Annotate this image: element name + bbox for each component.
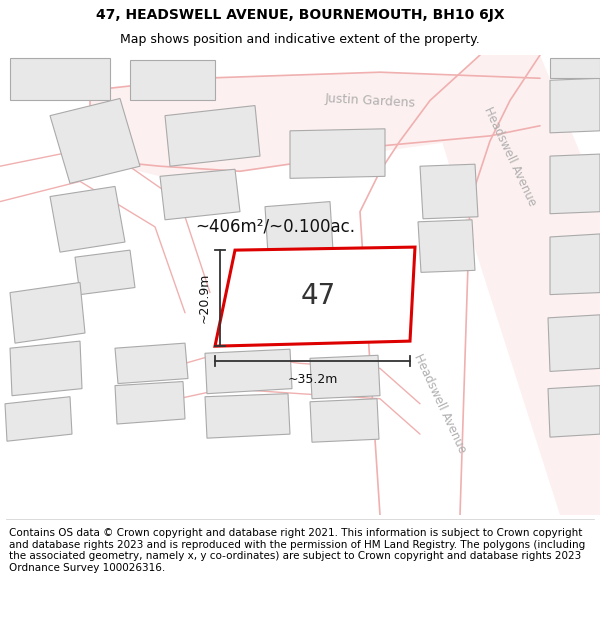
Polygon shape	[310, 399, 379, 442]
Polygon shape	[550, 154, 600, 214]
Polygon shape	[160, 169, 240, 220]
Polygon shape	[550, 58, 600, 78]
Polygon shape	[115, 343, 188, 384]
Polygon shape	[165, 106, 260, 166]
Text: Justin Gardens: Justin Gardens	[325, 92, 416, 109]
Polygon shape	[5, 397, 72, 441]
Polygon shape	[205, 349, 292, 394]
Polygon shape	[130, 60, 215, 101]
Polygon shape	[265, 202, 333, 254]
Text: Map shows position and indicative extent of the property.: Map shows position and indicative extent…	[120, 33, 480, 46]
Polygon shape	[430, 55, 600, 515]
Polygon shape	[50, 99, 140, 183]
Polygon shape	[550, 234, 600, 294]
Text: ~20.9m: ~20.9m	[198, 273, 211, 323]
Polygon shape	[260, 252, 328, 308]
Polygon shape	[550, 78, 600, 133]
Polygon shape	[50, 186, 125, 252]
Polygon shape	[290, 129, 385, 178]
Text: ~406m²/~0.100ac.: ~406m²/~0.100ac.	[195, 218, 355, 236]
Polygon shape	[548, 315, 600, 371]
Polygon shape	[205, 394, 290, 438]
Polygon shape	[418, 220, 475, 272]
Text: ~35.2m: ~35.2m	[287, 374, 338, 386]
Polygon shape	[310, 355, 380, 399]
Text: 47, HEADSWELL AVENUE, BOURNEMOUTH, BH10 6JX: 47, HEADSWELL AVENUE, BOURNEMOUTH, BH10 …	[95, 8, 505, 22]
Text: Headswell Avenue: Headswell Avenue	[411, 352, 469, 456]
Polygon shape	[420, 164, 478, 219]
Text: Contains OS data © Crown copyright and database right 2021. This information is : Contains OS data © Crown copyright and d…	[9, 528, 585, 573]
Polygon shape	[115, 381, 185, 424]
Polygon shape	[215, 247, 415, 346]
Text: 47: 47	[301, 282, 335, 309]
Polygon shape	[75, 250, 135, 294]
Polygon shape	[10, 282, 85, 343]
Text: Headswell Avenue: Headswell Avenue	[481, 104, 539, 208]
Polygon shape	[90, 72, 540, 176]
Polygon shape	[548, 386, 600, 437]
Polygon shape	[10, 341, 82, 396]
Polygon shape	[10, 58, 110, 101]
